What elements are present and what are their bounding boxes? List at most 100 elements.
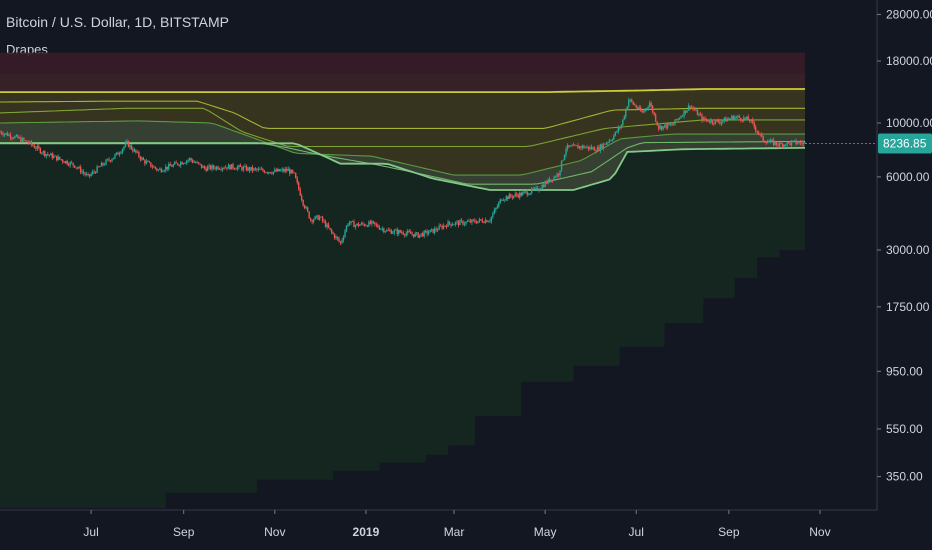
candle-body [315,215,318,217]
candle-body [232,164,234,169]
candle-body [317,215,319,220]
candle-body [79,167,82,173]
candle-body [758,132,760,135]
candle-body [737,115,739,117]
candle-body [535,187,537,189]
candle-body [281,169,283,171]
candle-body [30,141,33,145]
candle-body [345,225,348,232]
candle-body [781,143,784,147]
candle-body [454,222,457,225]
candle-body [156,168,158,171]
candle-body [557,173,560,176]
candle-body [674,119,676,124]
candle-body [553,176,555,181]
candle-body [717,120,720,123]
candle-body [341,240,343,243]
candle-body [223,168,225,169]
candle-body [51,153,53,159]
candle-body [96,166,98,173]
candle-body [611,139,614,141]
candle-body [392,232,394,234]
candle-body [669,124,672,126]
candle-body [426,230,428,234]
candle-body [659,125,661,129]
candle-body [456,221,458,223]
candle-body [144,160,146,164]
candle-body [401,232,403,234]
candle-body [124,142,127,147]
candle-body [53,155,55,159]
candle-body [132,149,134,152]
candle-body [517,195,519,198]
candle-body [605,142,608,145]
candle-body [668,123,670,125]
candle-body [208,165,210,168]
candle-body [559,170,561,176]
candle-body [554,176,557,178]
candle-body [70,162,73,163]
candle-body [115,152,118,155]
candle-body [38,146,40,149]
candle-body [756,130,758,133]
candle-body [197,162,200,164]
last-price-tag [878,133,932,154]
candle-body [442,225,445,229]
candle-body [203,166,206,169]
candle-body [194,162,197,163]
candle-body [726,118,729,122]
candle-body [117,152,119,155]
candle-body [762,135,764,142]
candle-body [731,116,733,119]
candle-body [348,223,351,225]
candle-body [108,159,110,161]
candle-body [202,166,204,168]
candle-body [68,164,70,166]
candle-body [562,159,564,161]
candle-body [414,233,416,237]
candle-body [459,220,461,226]
candle-body [792,140,794,142]
candle-body [474,220,476,223]
candle-body [572,144,575,146]
candle-body [321,216,324,221]
candle-body [680,116,682,119]
candle-body [790,141,793,145]
candle-body [683,110,685,117]
candle-body [522,192,524,196]
candle-body [324,221,327,228]
candle-body [796,143,799,145]
candle-body [157,169,160,171]
candle-body [159,168,161,170]
candle-body [160,168,162,172]
candle-body [106,159,109,161]
candle-body [587,146,590,150]
resistance-zone-mid [0,73,805,93]
candle-body [468,220,470,222]
candle-body [357,223,360,226]
candle-body [314,216,316,220]
candle-body [271,173,273,174]
candle-body [380,228,382,230]
candle-body [710,120,712,123]
candle-body [289,168,291,174]
candle-body [389,230,391,231]
candle-body [447,221,449,228]
candle-body [578,146,581,149]
candle-body [538,189,540,191]
candle-body [489,221,491,223]
candle-body [393,230,395,233]
candle-body [536,187,539,191]
candle-body [199,163,201,165]
candle-body [626,106,628,110]
candle-body [88,174,91,176]
candle-body [336,236,339,239]
candle-body [260,168,263,170]
candle-body [590,147,593,149]
candle-body [415,232,418,234]
candle-body [547,178,549,184]
candle-body [629,99,631,101]
candle-body [614,131,617,136]
candle-body [330,229,333,233]
